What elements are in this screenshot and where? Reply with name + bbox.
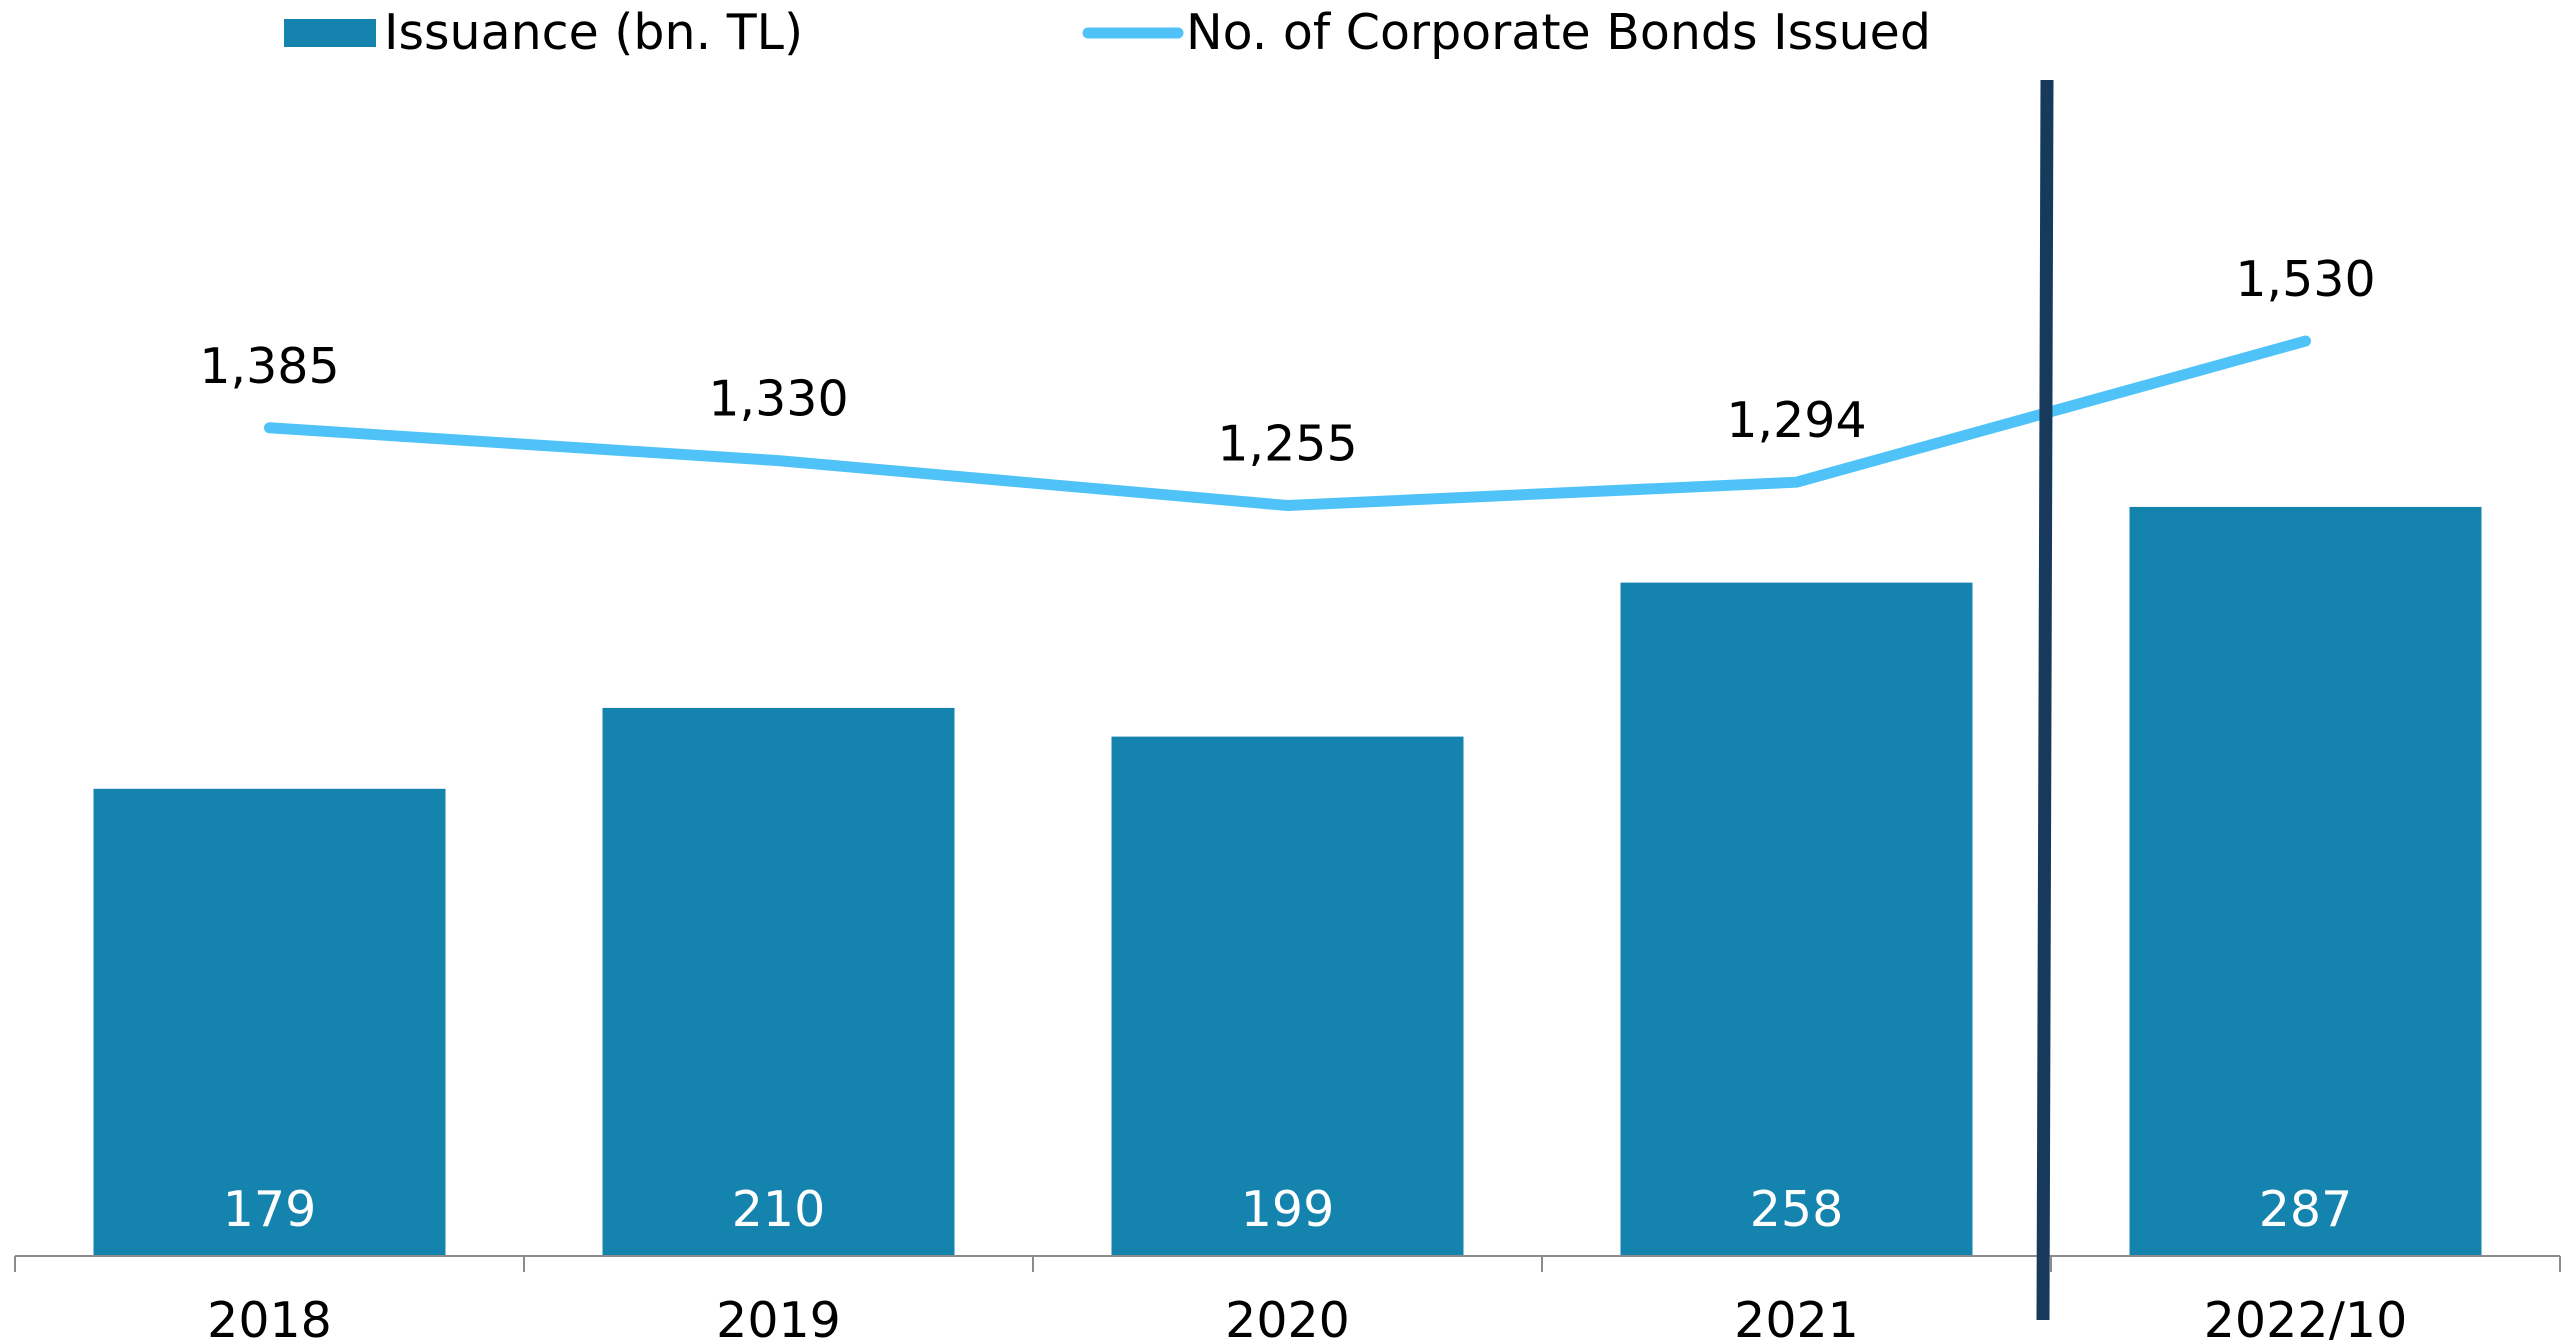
bar-value-labels: 179 210 199 258 287 [223,1181,2353,1238]
bar-2018 [93,788,446,1256]
line-value-labels: 1,385 1,330 1,255 1,294 1,530 [199,251,2375,472]
bar-value-label: 210 [732,1181,826,1238]
bar-2020 [1111,736,1464,1256]
bond-count-point [778,460,779,462]
bar-2021 [1620,582,1973,1256]
line-value-label: 1,255 [1217,416,1357,473]
x-axis [14,1255,2561,1272]
bond-count-point [269,427,270,429]
bar-2022-10 [2129,506,2482,1256]
x-tick-labels: 2018 2019 2020 2021 2022/10 [207,1292,2407,1340]
x-tick-label: 2020 [1225,1292,1350,1340]
period-separator-line [2036,79,2054,1321]
line-value-label: 1,294 [1726,392,1866,449]
legend: Issuance (bn. TL) No. of Corporate Bonds… [284,4,1931,61]
bond-count-point [1287,505,1288,507]
line-series [264,335,2311,512]
x-tick-label: 2019 [716,1292,841,1340]
bar-2019 [602,707,955,1256]
legend-swatch-issuance [284,19,376,47]
legend-label-issuance: Issuance (bn. TL) [384,4,803,61]
bar-value-label: 258 [1750,1181,1844,1238]
bar-value-label: 287 [2259,1181,2353,1238]
bar-series [93,506,2482,1256]
x-tick-label: 2018 [207,1292,332,1340]
line-value-label: 1,330 [708,371,848,428]
line-value-label: 1,530 [2235,251,2375,308]
line-value-label: 1,385 [199,338,339,395]
bar-value-label: 199 [1241,1181,1335,1238]
bond-count-point [1796,481,1797,483]
x-tick-label: 2022/10 [2204,1292,2408,1340]
legend-label-bond-count: No. of Corporate Bonds Issued [1186,4,1931,61]
x-tick-label: 2021 [1734,1292,1859,1340]
bond-count-point [2305,340,2306,342]
bar-value-label: 179 [223,1181,317,1238]
